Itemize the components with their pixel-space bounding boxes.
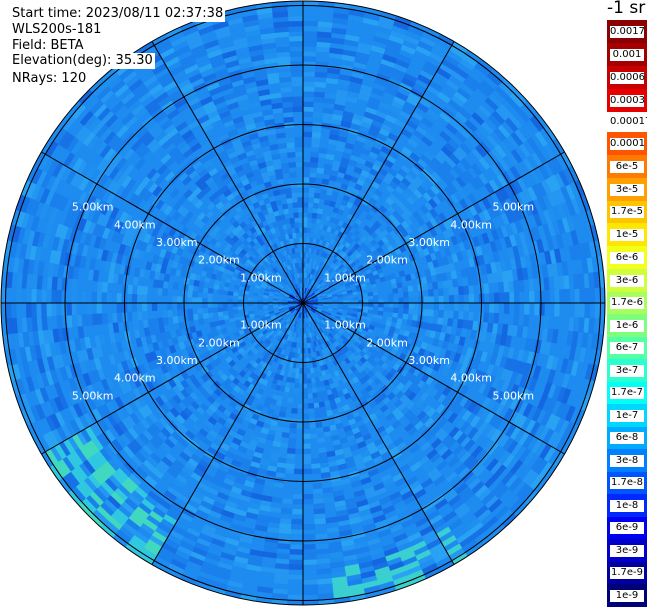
range-ring-label: 2.00km — [366, 254, 408, 267]
colorbar-segment: 0.0017 — [607, 20, 647, 43]
ppi-outline — [0, 0, 606, 606]
colorbar-tick-label: 0.001 — [610, 48, 644, 61]
range-ring-label: 1.00km — [240, 319, 282, 332]
colorbar-segment: 0.0003 — [607, 89, 647, 112]
colorbar-tick-label: 3e-9 — [610, 544, 644, 557]
colorbar-segment: 0.00017 — [607, 112, 647, 132]
colorbar-segment: 0.0001 — [607, 132, 647, 155]
range-ring-label: 3.00km — [156, 236, 198, 249]
azimuth-spoke — [41, 151, 304, 304]
colorbar-segment: 1e-5 — [607, 223, 647, 246]
colorbar-segment: 1.7e-9 — [607, 562, 647, 584]
colorbar-tick-label: 0.00017 — [610, 116, 647, 128]
azimuth-spoke — [302, 151, 565, 304]
colorbar-tick-label: 6e-7 — [610, 342, 644, 354]
range-ring-label: 5.00km — [72, 389, 114, 402]
colorbar-segment: 0.001 — [607, 43, 647, 66]
ppi-cell-group — [6, 11, 586, 579]
colorbar-tick-label: 1e-7 — [610, 409, 644, 422]
colorbar-tick-label: 6e-9 — [610, 522, 644, 534]
azimuth-spoke — [41, 302, 304, 455]
colorbar-tick-label: 0.0017 — [610, 25, 645, 38]
colorbar-tick-label: 0.0006 — [610, 71, 645, 84]
colorbar-segment: 6e-6 — [607, 246, 647, 269]
colorbar-tick-label: 3e-7 — [610, 364, 644, 377]
colorbar-segment: 6e-5 — [607, 155, 647, 178]
azimuth-spoke — [302, 302, 455, 565]
colorbar-tick-label: 1e-6 — [610, 319, 644, 332]
range-ring-label: 1.00km — [324, 319, 366, 332]
colorbar-segment: 3e-6 — [607, 269, 647, 292]
colorbar-tick-label: 6e-8 — [610, 432, 644, 444]
range-ring-label: 4.00km — [450, 218, 492, 231]
start-time-label: Start time: 2023/08/11 02:37:38 — [12, 6, 226, 22]
colorbar-segment: 6e-9 — [607, 517, 647, 539]
colorbar-tick-label: 1e-9 — [610, 589, 644, 602]
range-ring-label: 4.00km — [114, 372, 156, 385]
nrays-label: NRays: 120 — [12, 71, 87, 86]
colorbar-segment: 6e-7 — [607, 337, 647, 359]
range-ring-label: 4.00km — [450, 372, 492, 385]
colorbar-segment: 1e-6 — [607, 314, 647, 337]
colorbar-tick-label: 1e-8 — [610, 499, 644, 512]
colorbar-tick-label: 6e-5 — [610, 160, 644, 173]
range-ring-label: 5.00km — [72, 201, 114, 214]
colorbar: 0.0017 0.001 0.0006 0.0003 0.00017 0.0001 6e-5… — [607, 20, 647, 607]
range-ring-label: 3.00km — [156, 354, 198, 367]
azimuth-spoke — [151, 41, 304, 304]
colorbar-tick-label: 1.7e-8 — [610, 477, 644, 489]
range-ring-label: 3.00km — [408, 354, 450, 367]
range-ring-label: 2.00km — [198, 336, 240, 349]
colorbar-tick-label: 0.0001 — [610, 137, 645, 150]
colorbar-segment: 1.7e-6 — [607, 292, 647, 314]
colorbar-tick-label: 3e-5 — [610, 183, 644, 196]
colorbar-segment: 1e-7 — [607, 404, 647, 427]
colorbar-segment: 3e-8 — [607, 449, 647, 472]
range-ring-label: 5.00km — [493, 201, 535, 214]
range-ring-label: 5.00km — [493, 389, 535, 402]
colorbar-unit-title: -1 sr — [607, 0, 646, 18]
colorbar-segment: 1.7e-5 — [607, 201, 647, 223]
colorbar-segment: 3e-5 — [607, 178, 647, 201]
colorbar-tick-label: 1.7e-9 — [610, 567, 644, 579]
colorbar-segment: 1e-9 — [607, 584, 647, 607]
range-ring-label: 4.00km — [114, 218, 156, 231]
colorbar-tick-label: 6e-6 — [610, 251, 644, 264]
azimuth-spokes — [1, 1, 605, 605]
colorbar-segment: 6e-8 — [607, 427, 647, 449]
colorbar-tick-label: 0.0003 — [610, 94, 645, 107]
range-ring-label: 2.00km — [198, 254, 240, 267]
instrument-label: WLS200s-181 — [12, 22, 102, 37]
elevation-label: Elevation(deg): 35.30 — [12, 53, 155, 69]
range-ring-label: 1.00km — [240, 271, 282, 284]
colorbar-tick-label: 3e-6 — [610, 274, 644, 287]
colorbar-tick-label: 1.7e-6 — [610, 297, 644, 309]
colorbar-segment: 1.7e-8 — [607, 472, 647, 494]
range-ring-label: 2.00km — [366, 336, 408, 349]
colorbar-segment: 1e-8 — [607, 494, 647, 517]
colorbar-segment: 0.0006 — [607, 66, 647, 89]
range-ring-label: 3.00km — [408, 236, 450, 249]
azimuth-spoke — [302, 302, 565, 455]
azimuth-spoke — [302, 41, 455, 304]
colorbar-tick-label: 3e-8 — [610, 454, 644, 467]
field-label: Field: BETA — [12, 38, 84, 53]
colorbar-tick-label: 1.7e-7 — [610, 387, 644, 399]
colorbar-segment: 1.7e-7 — [607, 382, 647, 404]
colorbar-segment: 3e-7 — [607, 359, 647, 382]
colorbar-segment: 3e-9 — [607, 539, 647, 562]
colorbar-tick-label: 1e-5 — [610, 228, 644, 241]
colorbar-tick-label: 1.7e-5 — [610, 206, 644, 218]
azimuth-spoke — [151, 302, 304, 565]
range-ring-label: 1.00km — [324, 271, 366, 284]
